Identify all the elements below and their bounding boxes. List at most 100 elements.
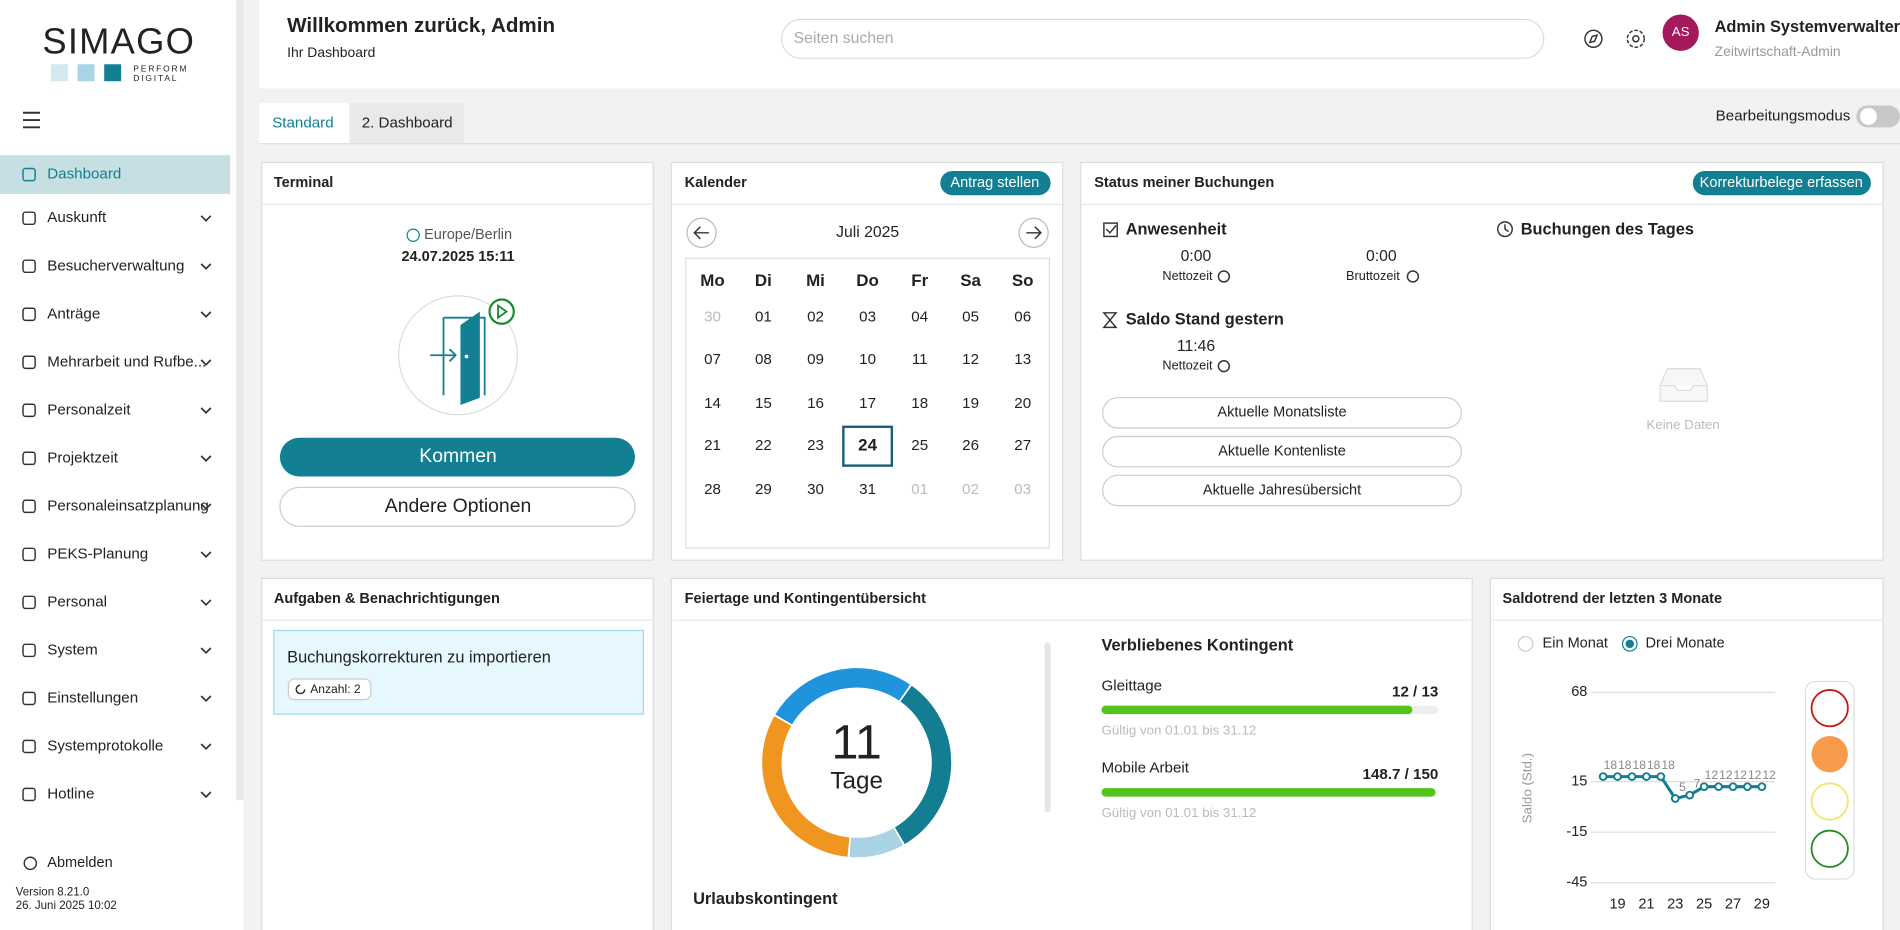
compass-icon[interactable] xyxy=(1584,29,1603,49)
day[interactable]: 05 xyxy=(962,309,979,326)
data-label: 7 xyxy=(1694,776,1701,790)
day[interactable]: 31 xyxy=(859,481,876,498)
day[interactable]: 01 xyxy=(911,481,928,498)
day[interactable]: 30 xyxy=(704,309,721,326)
radio-label: Drei Monate xyxy=(1646,636,1725,652)
day[interactable]: 19 xyxy=(962,395,979,412)
menu-item[interactable]: Hotline xyxy=(47,785,94,802)
chevron xyxy=(200,407,212,414)
menu-item[interactable]: Besucherverwaltung xyxy=(47,257,184,274)
point xyxy=(1670,794,1680,803)
search[interactable] xyxy=(780,18,1545,59)
quotas: Gleittage 12 / 13 Gültig von 01.01 bis 31.… xyxy=(1101,677,1439,820)
chevron xyxy=(200,503,212,510)
status-button[interactable] xyxy=(1102,435,1462,468)
menu-item[interactable]: Projektzeit xyxy=(47,449,118,466)
radio[interactable] xyxy=(1517,635,1534,652)
options-button[interactable] xyxy=(279,486,636,527)
avatar[interactable] xyxy=(1662,14,1699,51)
day[interactable]: 11 xyxy=(912,351,928,368)
day[interactable]: 12 xyxy=(962,351,979,368)
menu-item[interactable]: Personaleinsatzplanung xyxy=(47,497,209,514)
day[interactable]: 15 xyxy=(755,395,772,412)
data-label: 18 xyxy=(1604,758,1618,772)
chevron xyxy=(200,455,212,462)
menu-icon xyxy=(22,547,36,562)
donut xyxy=(762,668,952,858)
search-placeholder: Seiten suchen xyxy=(794,30,894,47)
info-icon[interactable] xyxy=(1217,270,1231,283)
settings-icon[interactable] xyxy=(1626,29,1646,49)
day[interactable]: 02 xyxy=(962,481,979,498)
check-icon xyxy=(1103,222,1118,238)
day[interactable]: 22 xyxy=(755,437,772,454)
day[interactable]: 26 xyxy=(962,437,979,454)
door-icon xyxy=(430,311,486,405)
day[interactable]: 27 xyxy=(1014,437,1031,454)
task-item[interactable] xyxy=(273,629,645,715)
day[interactable]: 25 xyxy=(911,437,928,454)
day[interactable]: 10 xyxy=(859,351,876,368)
day[interactable]: 23 xyxy=(807,437,824,454)
menu-item[interactable]: Auskunft xyxy=(47,209,107,226)
status-action[interactable] xyxy=(1692,170,1871,196)
menu-item[interactable]: Mehrarbeit und Rufbe... xyxy=(47,353,206,370)
menu-item[interactable]: Personalzeit xyxy=(47,401,131,418)
day[interactable]: 04 xyxy=(911,309,928,326)
day[interactable]: 29 xyxy=(755,481,772,498)
data-label: 18 xyxy=(1633,758,1647,772)
gross-value: 0:00 xyxy=(1366,248,1397,265)
day[interactable]: 03 xyxy=(1014,481,1031,498)
day[interactable]: 01 xyxy=(755,309,772,326)
light-yellow xyxy=(1810,782,1849,821)
logout[interactable]: Abmelden xyxy=(47,855,112,871)
point xyxy=(1699,782,1709,792)
day[interactable]: 21 xyxy=(704,437,721,454)
section-title: Urlaubskontingent xyxy=(693,890,838,908)
menu-item[interactable]: PEKS-Planung xyxy=(47,545,148,562)
day[interactable]: 20 xyxy=(1014,395,1031,412)
day[interactable]: 16 xyxy=(807,395,824,412)
hamburger[interactable] xyxy=(23,111,40,129)
info-icon[interactable] xyxy=(1217,359,1231,373)
prev-month[interactable] xyxy=(686,217,717,248)
menu-item[interactable]: Dashboard xyxy=(47,166,121,183)
card-title: Terminal xyxy=(274,175,333,191)
menu-item[interactable]: Einstellungen xyxy=(47,689,138,706)
tab[interactable] xyxy=(350,103,465,144)
day[interactable]: 17 xyxy=(859,395,876,412)
y-tick-label: 15 xyxy=(1571,773,1587,789)
day[interactable]: 24 xyxy=(858,436,877,455)
calendar-action[interactable] xyxy=(940,170,1051,196)
day[interactable]: 14 xyxy=(704,395,721,412)
menu-item[interactable]: System xyxy=(47,641,97,658)
menu-item[interactable]: Systemprotokolle xyxy=(47,737,163,754)
menu-item[interactable]: Personal xyxy=(47,593,107,610)
status-button[interactable] xyxy=(1102,474,1462,507)
menu-icon xyxy=(22,451,36,466)
refresh-icon xyxy=(295,684,306,695)
day[interactable]: 06 xyxy=(1014,309,1031,326)
next-month[interactable] xyxy=(1018,217,1049,248)
day[interactable]: 28 xyxy=(704,481,721,498)
scrollbar xyxy=(1044,642,1051,813)
day[interactable]: 09 xyxy=(807,351,824,368)
day[interactable]: 18 xyxy=(911,395,928,412)
day[interactable]: 30 xyxy=(807,481,824,498)
menu-item[interactable]: Anträge xyxy=(47,305,100,322)
tab-active[interactable] xyxy=(259,103,349,144)
day[interactable]: 02 xyxy=(807,309,824,326)
info-icon[interactable] xyxy=(1406,270,1420,283)
day[interactable]: 03 xyxy=(859,309,876,326)
day[interactable]: 13 xyxy=(1014,351,1031,368)
menu-icon xyxy=(22,739,36,754)
user-role: Zeitwirtschaft-Admin xyxy=(1715,43,1841,59)
menu-icon xyxy=(22,403,36,418)
logo-square xyxy=(104,64,122,82)
chevron xyxy=(200,551,212,558)
day[interactable]: 08 xyxy=(755,351,772,368)
x-tick-label: 23 xyxy=(1667,896,1683,912)
status-button[interactable] xyxy=(1102,397,1462,429)
kommen-button[interactable] xyxy=(279,437,635,477)
day[interactable]: 07 xyxy=(704,351,721,368)
